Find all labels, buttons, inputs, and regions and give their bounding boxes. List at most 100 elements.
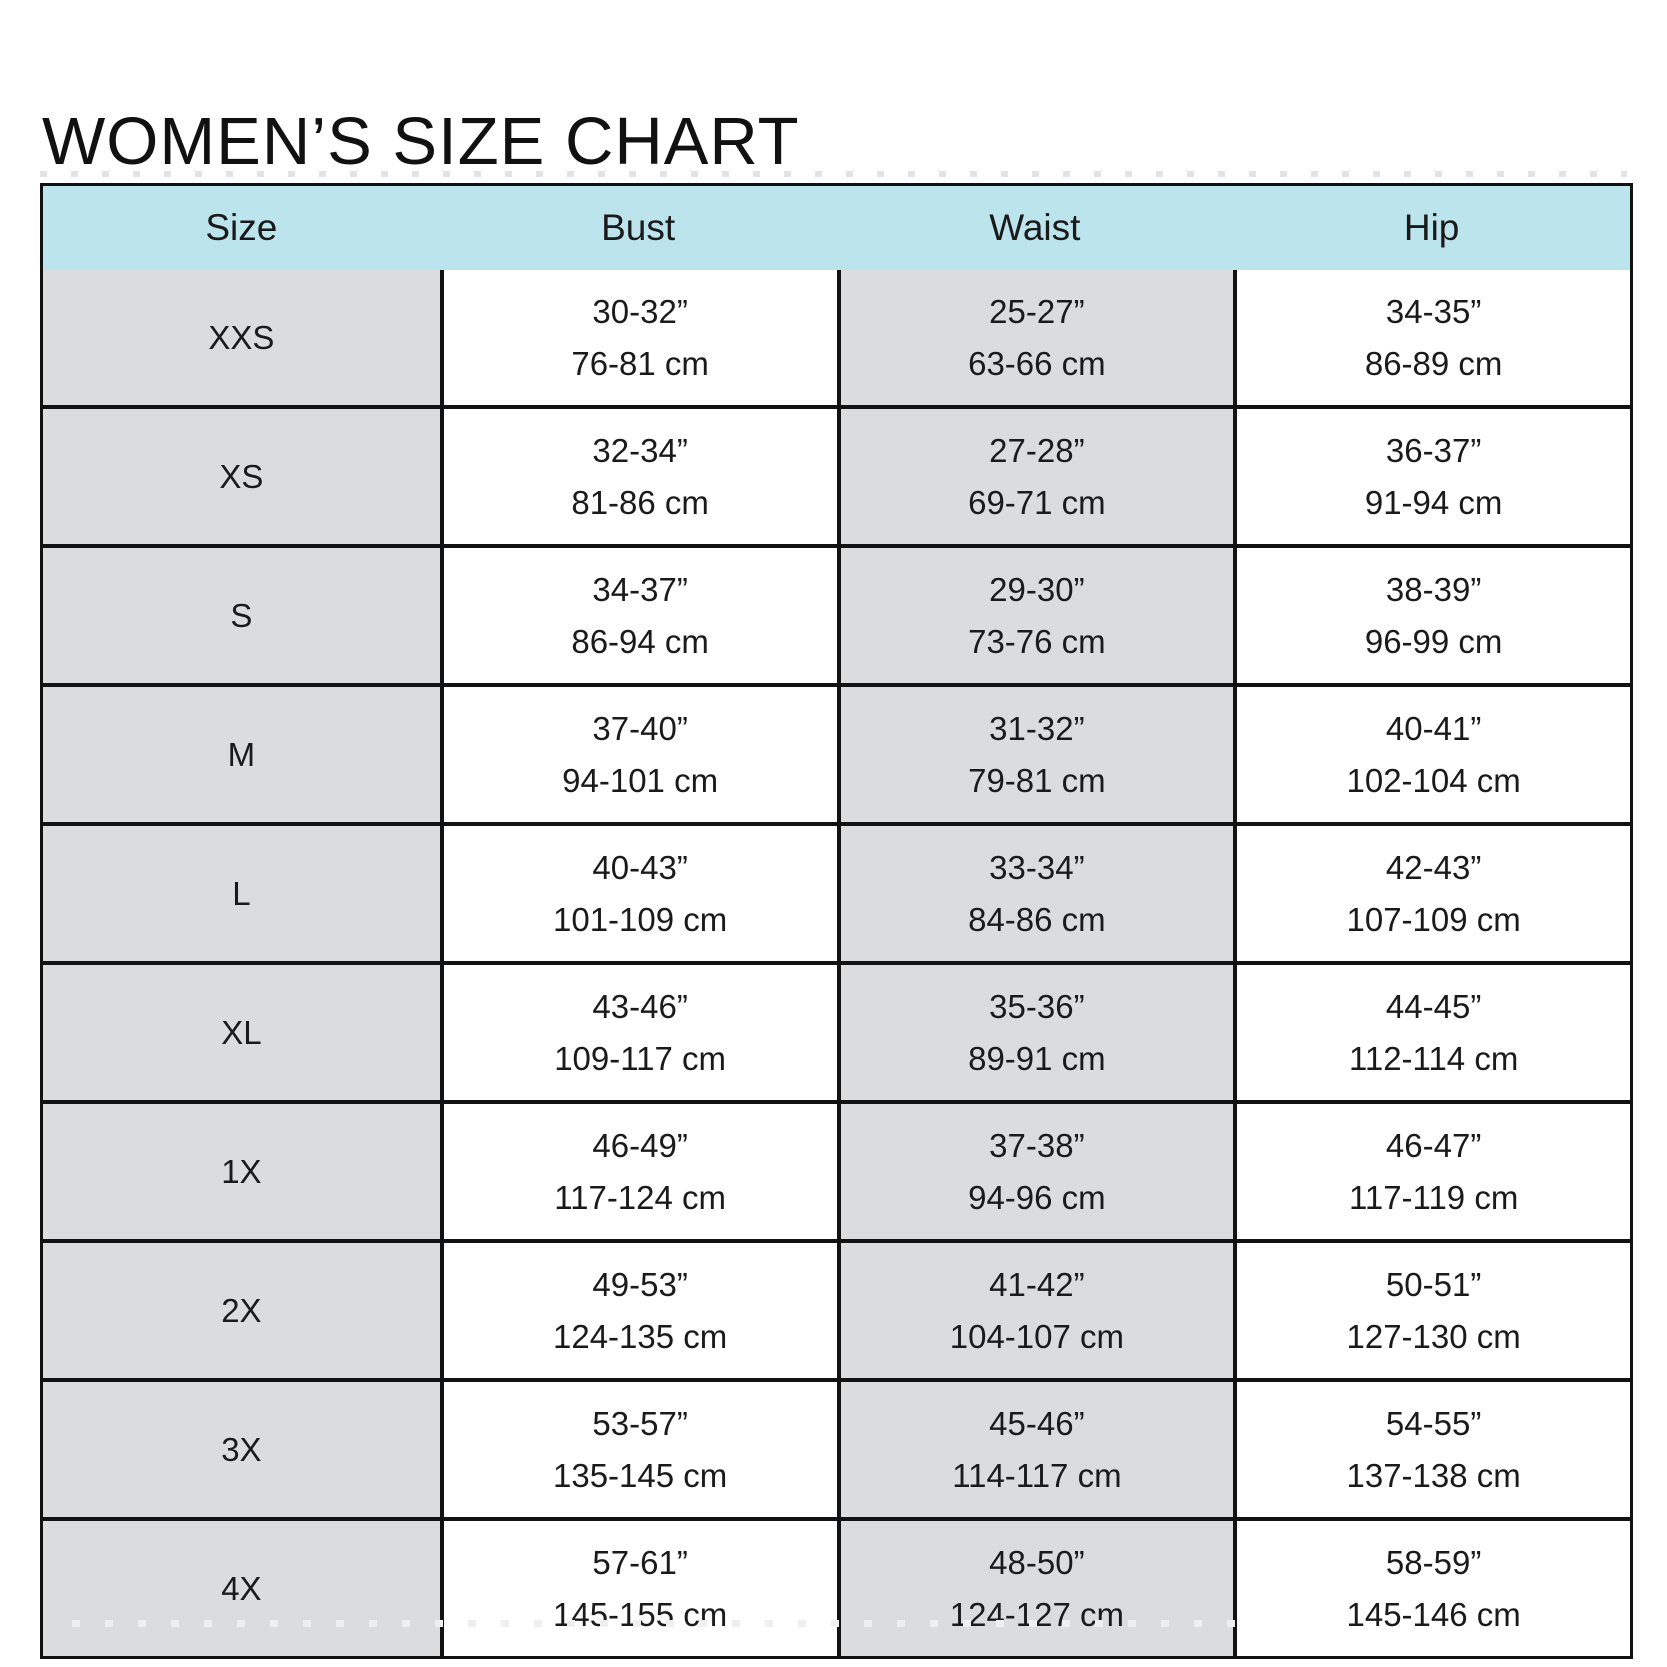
header-cell-hip: Hip — [1233, 186, 1630, 270]
size-label: XXS — [43, 270, 440, 405]
bust-cm: 109-117 cm — [554, 1039, 727, 1077]
bust-inches: 32-34” — [592, 432, 688, 470]
size-label: XL — [43, 961, 440, 1100]
header-cell-bust: Bust — [439, 186, 837, 270]
hip-inches: 54-55” — [1385, 1405, 1482, 1443]
hip-cm: 107-109 cm — [1346, 900, 1521, 938]
waist-cm: 84-86 cm — [968, 900, 1106, 938]
waist-cm: 63-66 cm — [968, 344, 1106, 382]
bust-cm: 117-124 cm — [554, 1178, 727, 1216]
waist-cell: 35-36” 89-91 cm — [836, 961, 1234, 1100]
hip-inches: 40-41” — [1385, 710, 1482, 748]
header-row: Size Bust Waist Hip — [43, 186, 1630, 270]
bust-cm: 86-94 cm — [571, 622, 709, 660]
hip-cell: 58-59” 145-146 cm — [1233, 1517, 1630, 1656]
hip-cm: 91-94 cm — [1364, 483, 1503, 521]
hip-cell: 36-37” 91-94 cm — [1233, 405, 1630, 544]
bust-cm: 76-81 cm — [571, 344, 709, 382]
hip-cell: 54-55” 137-138 cm — [1233, 1378, 1630, 1517]
waist-inches: 35-36” — [989, 988, 1085, 1026]
waist-cell: 31-32” 79-81 cm — [836, 683, 1234, 822]
bust-inches: 34-37” — [592, 571, 688, 609]
hip-inches: 44-45” — [1385, 988, 1482, 1026]
waist-cm: 124-127 cm — [949, 1595, 1124, 1633]
hip-cell: 42-43” 107-109 cm — [1233, 822, 1630, 961]
waist-cm: 69-71 cm — [968, 483, 1106, 521]
size-label: 1X — [43, 1100, 440, 1239]
table-row: 1X 46-49” 117-124 cm 37-38” 94-96 cm 46-47… — [43, 1100, 1630, 1239]
bust-inches: 30-32” — [592, 293, 688, 331]
hip-inches: 42-43” — [1385, 849, 1482, 887]
size-label: L — [43, 822, 440, 961]
hip-cell: 44-45” 112-114 cm — [1233, 961, 1630, 1100]
table-row: 3X 53-57” 135-145 cm 45-46” 114-117 cm 54-… — [43, 1378, 1630, 1517]
hip-cm: 145-146 cm — [1346, 1595, 1521, 1633]
table-row: XS 32-34” 81-86 cm 27-28” 69-71 cm 36-37” 9… — [43, 405, 1630, 544]
hip-inches: 38-39” — [1385, 571, 1482, 609]
hip-cm: 86-89 cm — [1364, 344, 1503, 382]
waist-cm: 104-107 cm — [949, 1317, 1124, 1355]
hip-cm: 137-138 cm — [1346, 1456, 1521, 1494]
hip-cell: 46-47” 117-119 cm — [1233, 1100, 1630, 1239]
hip-cell: 40-41” 102-104 cm — [1233, 683, 1630, 822]
hip-cm: 117-119 cm — [1348, 1178, 1519, 1216]
bust-cell: 53-57” 135-145 cm — [439, 1378, 837, 1517]
bust-cell: 30-32” 76-81 cm — [439, 270, 837, 405]
bust-cell: 40-43” 101-109 cm — [439, 822, 837, 961]
waist-inches: 31-32” — [989, 710, 1085, 748]
waist-cell: 48-50” 124-127 cm — [836, 1517, 1234, 1656]
table-row: XXS 30-32” 76-81 cm 25-27” 63-66 cm 34-35”… — [43, 270, 1630, 405]
waist-cm: 89-91 cm — [968, 1039, 1106, 1077]
hip-cell: 38-39” 96-99 cm — [1233, 544, 1630, 683]
waist-cell: 37-38” 94-96 cm — [836, 1100, 1234, 1239]
table-row: S 34-37” 86-94 cm 29-30” 73-76 cm 38-39” 96… — [43, 544, 1630, 683]
bust-cell: 32-34” 81-86 cm — [439, 405, 837, 544]
hip-inches: 36-37” — [1385, 432, 1482, 470]
waist-cell: 27-28” 69-71 cm — [836, 405, 1234, 544]
waist-inches: 33-34” — [989, 849, 1085, 887]
bust-cm: 135-145 cm — [552, 1456, 728, 1494]
bust-inches: 37-40” — [592, 710, 688, 748]
hip-inches: 34-35” — [1385, 293, 1482, 331]
waist-inches: 45-46” — [989, 1405, 1085, 1443]
bust-cell: 46-49” 117-124 cm — [439, 1100, 837, 1239]
waist-cell: 33-34” 84-86 cm — [836, 822, 1234, 961]
table-row: 2X 49-53” 124-135 cm 41-42” 104-107 cm 50-… — [43, 1239, 1630, 1378]
hip-cm: 96-99 cm — [1364, 622, 1503, 660]
hip-cm: 102-104 cm — [1346, 761, 1521, 799]
bust-cm: 145-155 cm — [552, 1595, 728, 1633]
bust-inches: 57-61” — [592, 1544, 688, 1582]
bust-inches: 53-57” — [592, 1405, 688, 1443]
hip-cm: 127-130 cm — [1346, 1317, 1521, 1355]
bust-cell: 43-46” 109-117 cm — [439, 961, 837, 1100]
waist-cm: 79-81 cm — [968, 761, 1106, 799]
hip-inches: 58-59” — [1385, 1544, 1482, 1582]
bust-inches: 40-43” — [592, 849, 688, 887]
hip-inches: 50-51” — [1385, 1266, 1482, 1304]
waist-inches: 37-38” — [989, 1127, 1085, 1165]
waist-cm: 73-76 cm — [968, 622, 1106, 660]
hip-cell: 34-35” 86-89 cm — [1233, 270, 1630, 405]
table-row: L 40-43” 101-109 cm 33-34” 84-86 cm 42-43”… — [43, 822, 1630, 961]
table-row: M 37-40” 94-101 cm 31-32” 79-81 cm 40-41” 1… — [43, 683, 1630, 822]
size-chart-table-container: Size Bust Waist Hip XXS 30-32” 76-81 cm 2… — [40, 183, 1633, 1659]
size-label: S — [43, 544, 440, 683]
size-label: 4X — [43, 1517, 440, 1656]
bust-inches: 43-46” — [592, 988, 688, 1026]
bust-cm: 124-135 cm — [552, 1317, 728, 1355]
waist-inches: 29-30” — [989, 571, 1085, 609]
bust-cell: 34-37” 86-94 cm — [439, 544, 837, 683]
bust-cell: 49-53” 124-135 cm — [439, 1239, 837, 1378]
header-cell-waist: Waist — [836, 186, 1234, 270]
hip-cm: 112-114 cm — [1348, 1039, 1519, 1077]
bust-inches: 49-53” — [592, 1266, 688, 1304]
waist-cell: 45-46” 114-117 cm — [836, 1378, 1234, 1517]
waist-cell: 29-30” 73-76 cm — [836, 544, 1234, 683]
waist-cm: 114-117 cm — [952, 1456, 1122, 1494]
size-chart-table: Size Bust Waist Hip XXS 30-32” 76-81 cm 2… — [43, 186, 1630, 1656]
size-label: XS — [43, 405, 440, 544]
waist-cell: 41-42” 104-107 cm — [836, 1239, 1234, 1378]
hip-inches: 46-47” — [1385, 1127, 1482, 1165]
size-label: 2X — [43, 1239, 440, 1378]
